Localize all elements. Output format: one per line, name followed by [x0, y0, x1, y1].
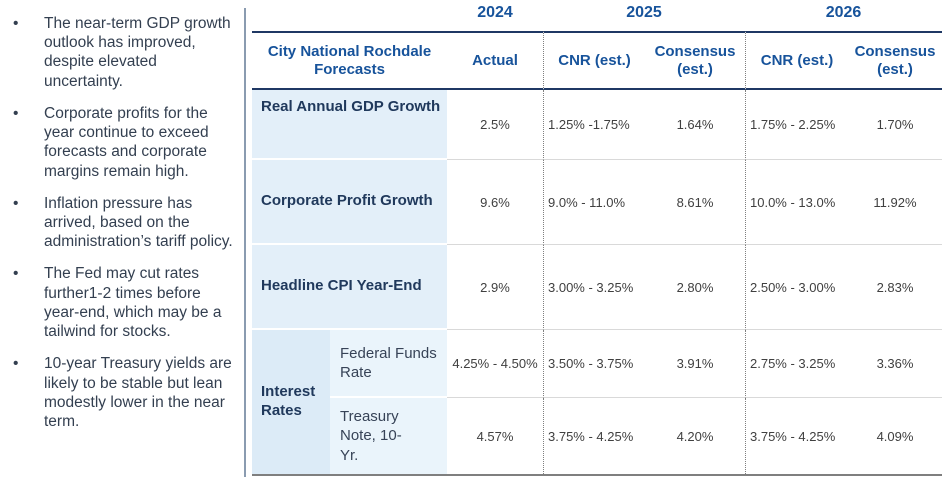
row-label-gdp: Real Annual GDP Growth: [252, 90, 447, 160]
list-item: • The near-term GDP growth outlook has i…: [8, 14, 240, 91]
table-cell: 2.50% - 3.00%: [745, 245, 848, 330]
row-group-interest-rates: Interest Rates: [252, 330, 330, 474]
table-cell: 4.20%: [676, 428, 714, 444]
table-cell: 4.09%: [876, 428, 914, 444]
table-cell: 2.9%: [447, 245, 543, 330]
table-cell: 3.75% - 4.25%: [543, 398, 645, 474]
bullet-icon: •: [13, 355, 19, 373]
table-cell: 2.75% - 3.25%: [745, 330, 848, 398]
bullet-text: The near-term GDP growth outlook has imp…: [44, 15, 231, 90]
bullet-icon: •: [13, 265, 19, 283]
table-cell: 11.92%: [848, 160, 942, 245]
bullet-icon: •: [13, 194, 19, 212]
bullet-icon: •: [13, 104, 19, 122]
column-header-consensus-2025: Consensus (est.): [645, 31, 745, 90]
table-cell: 2.80%: [645, 245, 745, 330]
row-label-cpi: Headline CPI Year-End: [252, 245, 447, 330]
table-cell: 4.25% - 4.50%: [447, 330, 543, 398]
row-label-federal-funds: Federal Funds Rate: [330, 330, 447, 398]
year-2026: 2026: [825, 4, 862, 21]
bullet-text: The Fed may cut rates further1-2 times b…: [44, 265, 222, 341]
column-header-actual: Actual: [447, 31, 543, 90]
bullet-text: 10-year Treasury yields are likely to be…: [44, 355, 232, 430]
column-header-consensus-2026: Consensus (est.): [848, 31, 942, 90]
list-item: • 10-year Treasury yields are likely to …: [8, 354, 240, 431]
table-cell: 1.70%: [848, 90, 942, 160]
list-item: • Corporate profits for the year continu…: [8, 104, 240, 181]
table-cell: 1.25% -1.75%: [543, 90, 645, 160]
table-cell: 1.75% - 2.25%: [745, 90, 848, 160]
panel-divider: [244, 8, 246, 477]
column-header-cnr-2026: CNR (est.): [745, 31, 848, 90]
year-2025: 2025: [626, 4, 662, 21]
column-header-cnr-2025: CNR (est.): [543, 31, 645, 90]
table-cell: 10.0% - 13.0%: [745, 160, 848, 245]
table-cell: 8.61%: [645, 160, 745, 245]
table-title: City National Rochdale Forecasts: [252, 31, 447, 90]
bullet-icon: •: [13, 15, 19, 32]
row-label-corporate-profit: Corporate Profit Growth: [252, 160, 447, 245]
year-2024: 2024: [477, 4, 513, 21]
bullet-text: Inflation pressure has arrived, based on…: [44, 194, 233, 251]
forecasts-table: 2024 2025 2026 City National Rochdale Fo…: [252, 0, 942, 476]
table-cell: 3.75% - 4.25%: [745, 398, 848, 474]
row-label-text: Federal Funds Rate: [340, 344, 437, 382]
table-cell: 2.83%: [848, 245, 942, 330]
table-cell: 4.57%: [476, 428, 514, 444]
table-cell: 9.0% - 11.0%: [543, 160, 645, 245]
table-cell: 3.36%: [848, 330, 942, 398]
table-cell: 3.50% - 3.75%: [543, 330, 645, 398]
table-cell: 2.5%: [447, 90, 543, 160]
list-item: • Inflation pressure has arrived, based …: [8, 194, 240, 252]
table-cell: 3.91%: [645, 330, 745, 398]
table-cell: 9.6%: [447, 160, 543, 245]
table-cell: 3.00% - 3.25%: [543, 245, 645, 330]
year-band-spacer: [252, 0, 447, 31]
table-cell: 1.64%: [645, 90, 745, 160]
row-label-text: Treasury Note, 10-Yr.: [340, 407, 402, 464]
row-label-treasury-note: Treasury Note, 10-Yr.: [330, 398, 447, 474]
commentary-list: • The near-term GDP growth outlook has i…: [8, 14, 240, 444]
bullet-text: Corporate profits for the year continue …: [44, 104, 209, 180]
list-item: • The Fed may cut rates further1-2 times…: [8, 264, 240, 341]
